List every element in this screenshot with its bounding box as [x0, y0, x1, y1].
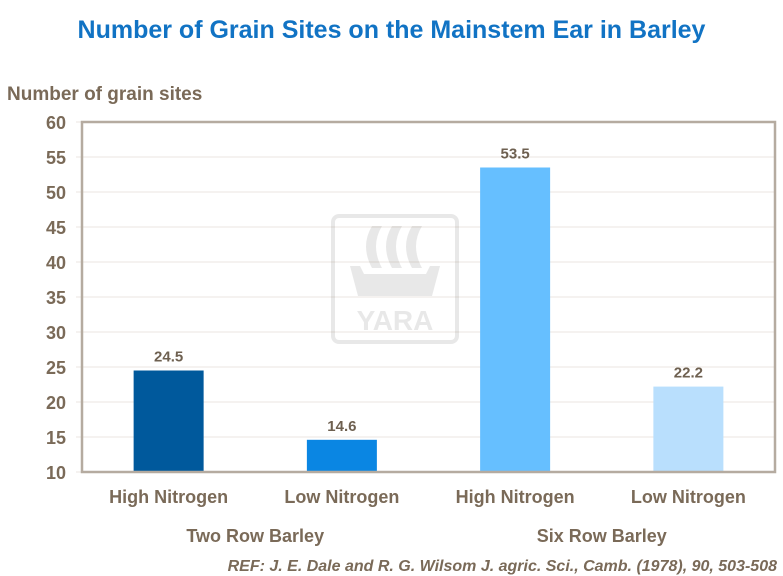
y-tick-label: 15 [46, 428, 66, 448]
data-label: 22.2 [674, 365, 703, 382]
y-tick-label: 55 [46, 148, 66, 168]
y-tick-label: 60 [46, 113, 66, 133]
bar [133, 370, 204, 472]
x-tick-label: Low Nitrogen [631, 487, 746, 507]
data-label: 14.6 [327, 418, 356, 435]
y-tick-label: 35 [46, 288, 66, 308]
y-axis-label: Number of grain sites [7, 84, 203, 105]
y-tick-label: 40 [46, 253, 66, 273]
reference-note: REF: J. E. Dale and R. G. Wilsom J. agri… [227, 558, 777, 575]
watermark-text: YARA [357, 305, 434, 336]
bar [480, 167, 551, 472]
data-label: 53.5 [501, 146, 530, 163]
yara-logo-watermark: YARA [331, 214, 459, 344]
y-tick-label: 50 [46, 183, 66, 203]
x-tick-label: High Nitrogen [109, 487, 228, 507]
x-tick-label: Low Nitrogen [284, 487, 399, 507]
y-tick-label: 45 [46, 218, 66, 238]
y-tick-label: 30 [46, 323, 66, 343]
data-label: 24.5 [154, 349, 183, 366]
chart-title: Number of Grain Sites on the Mainstem Ea… [77, 16, 706, 44]
plot-border [80, 120, 777, 474]
bar [306, 439, 377, 472]
group-label: Six Row Barley [537, 526, 667, 546]
y-tick-label: 25 [46, 358, 66, 378]
x-tick-label: High Nitrogen [456, 487, 575, 507]
group-label: Two Row Barley [186, 526, 324, 546]
y-tick-label: 20 [46, 393, 66, 413]
y-tick-label: 10 [46, 463, 66, 483]
bar [653, 386, 724, 472]
